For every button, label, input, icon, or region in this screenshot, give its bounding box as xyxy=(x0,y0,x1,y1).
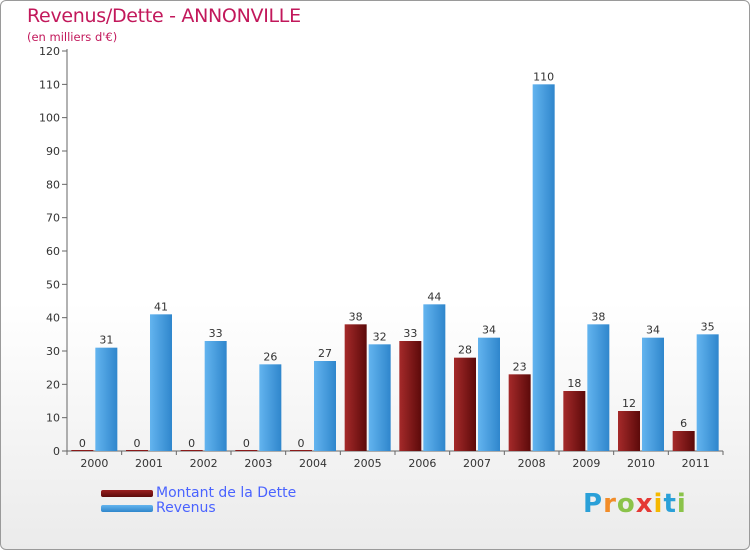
logo-letter: i xyxy=(653,489,664,519)
x-tick-label: 2005 xyxy=(354,457,382,470)
bar-revenus xyxy=(259,364,282,451)
proxiti-logo: Proxiti xyxy=(583,489,687,519)
data-label-dette: 28 xyxy=(458,344,472,357)
x-tick-label: 2004 xyxy=(299,457,327,470)
bar-revenus xyxy=(423,304,446,451)
data-label-revenus: 41 xyxy=(154,300,168,313)
data-label-revenus: 34 xyxy=(646,324,660,337)
x-tick-label: 2010 xyxy=(627,457,655,470)
logo-letter: x xyxy=(635,489,654,519)
x-tick-label: 2001 xyxy=(135,457,163,470)
y-tick-label: 90 xyxy=(46,145,60,158)
bar-dette xyxy=(71,450,94,451)
y-tick-label: 70 xyxy=(46,212,60,225)
data-label-revenus: 38 xyxy=(591,310,605,323)
legend-label-revenus: Revenus xyxy=(156,500,216,516)
data-label-dette: 0 xyxy=(298,437,305,450)
bar-dette xyxy=(672,431,695,451)
bar-revenus xyxy=(368,344,391,451)
bar-dette xyxy=(563,391,586,451)
bar-revenus xyxy=(642,337,664,451)
y-tick-label: 80 xyxy=(46,178,60,191)
x-tick-label: 2002 xyxy=(190,457,218,470)
bar-dette xyxy=(290,450,312,451)
data-label-dette: 23 xyxy=(513,360,527,373)
bar-revenus xyxy=(150,314,172,451)
logo-letter: P xyxy=(583,489,604,519)
bar-dette xyxy=(126,450,148,451)
y-tick-label: 60 xyxy=(46,245,60,258)
y-tick-label: 20 xyxy=(46,378,60,391)
data-label-revenus: 110 xyxy=(533,70,554,83)
bar-dette xyxy=(399,341,422,451)
data-label-dette: 6 xyxy=(680,417,687,430)
data-label-revenus: 32 xyxy=(373,330,387,343)
bar-dette xyxy=(618,411,640,451)
y-tick-label: 50 xyxy=(46,278,60,291)
y-tick-label: 10 xyxy=(46,412,60,425)
logo-letter: o xyxy=(616,489,636,519)
bar-dette xyxy=(235,450,258,451)
legend-swatch-dette xyxy=(101,490,153,497)
logo-letter: i xyxy=(676,489,687,519)
logo-letter: t xyxy=(663,489,677,519)
data-label-revenus: 35 xyxy=(701,320,715,333)
data-label-dette: 33 xyxy=(403,327,417,340)
bar-dette xyxy=(180,450,203,451)
bar-revenus xyxy=(314,361,336,451)
bar-dette xyxy=(454,357,476,451)
bar-revenus xyxy=(95,347,118,451)
data-label-dette: 18 xyxy=(567,377,581,390)
bar-revenus xyxy=(478,337,500,451)
y-tick-label: 100 xyxy=(39,112,60,125)
logo-letter: r xyxy=(603,489,617,519)
data-label-dette: 0 xyxy=(79,437,86,450)
chart-subtitle: (en milliers d'€) xyxy=(27,30,118,44)
y-tick-label: 120 xyxy=(39,45,60,58)
data-label-revenus: 26 xyxy=(263,350,277,363)
x-tick-label: 2009 xyxy=(572,457,600,470)
y-tick-label: 40 xyxy=(46,312,60,325)
x-tick-label: 2008 xyxy=(518,457,546,470)
data-label-revenus: 34 xyxy=(482,324,496,337)
data-label-dette: 0 xyxy=(188,437,195,450)
data-label-revenus: 44 xyxy=(427,290,441,303)
x-tick-label: 2007 xyxy=(463,457,491,470)
x-tick-label: 2006 xyxy=(408,457,436,470)
legend-label-dette: Montant de la Dette xyxy=(156,485,297,501)
data-label-dette: 12 xyxy=(622,397,636,410)
data-label-dette: 0 xyxy=(243,437,250,450)
y-tick-label: 0 xyxy=(53,445,60,458)
data-label-revenus: 31 xyxy=(99,334,113,347)
bar-revenus xyxy=(204,341,227,451)
bar-revenus xyxy=(532,84,555,451)
data-label-revenus: 27 xyxy=(318,347,332,360)
bar-revenus xyxy=(587,324,610,451)
data-label-dette: 38 xyxy=(349,310,363,323)
data-label-revenus: 33 xyxy=(209,327,223,340)
x-tick-label: 2003 xyxy=(244,457,272,470)
legend-swatch-revenus xyxy=(101,505,153,512)
bar-revenus xyxy=(696,334,719,451)
x-tick-label: 2000 xyxy=(80,457,108,470)
chart-title: Revenus/Dette - ANNONVILLE xyxy=(27,5,301,27)
y-tick-label: 110 xyxy=(39,78,60,91)
y-tick-label: 30 xyxy=(46,345,60,358)
bar-dette xyxy=(508,374,531,451)
x-tick-label: 2011 xyxy=(682,457,710,470)
data-label-dette: 0 xyxy=(134,437,141,450)
bar-dette xyxy=(344,324,367,451)
